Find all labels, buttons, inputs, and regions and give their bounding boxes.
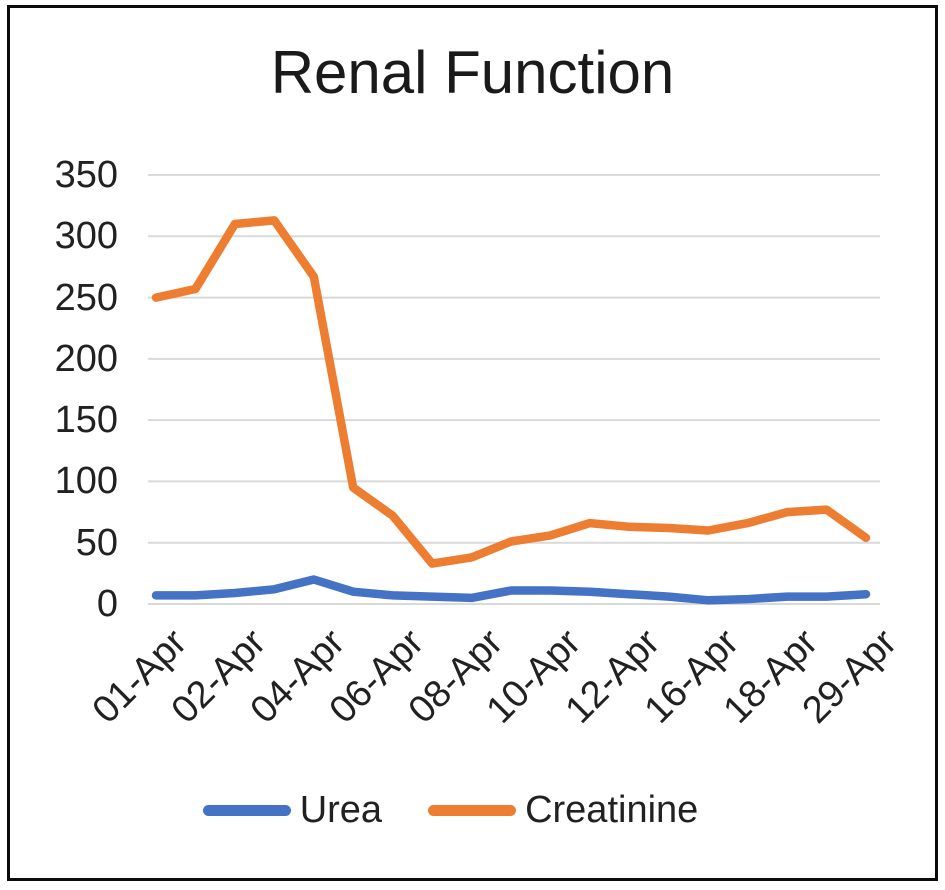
- chart-title: Renal Function: [270, 39, 675, 106]
- urea-series-swatch: [202, 804, 291, 816]
- legend-item-urea: Urea: [202, 788, 383, 832]
- y-axis-tick-label: 250: [54, 276, 118, 319]
- plot-area: [148, 174, 880, 605]
- legend: Urea Creatinine: [0, 788, 923, 832]
- y-axis-tick-label: 0: [96, 583, 118, 625]
- y-axis-tick-label: 100: [54, 460, 118, 503]
- urea-legend-label: Urea: [299, 789, 383, 831]
- y-axis-tick-label: 50: [75, 521, 118, 564]
- y-axis-tick-label: 150: [54, 399, 118, 442]
- legend-item-creatinine: Creatinine: [428, 788, 698, 832]
- creatinine-legend-label: Creatinine: [525, 789, 699, 831]
- chart-frame: [7, 5, 938, 881]
- creatinine-line-series: [151, 216, 871, 568]
- urea-line-series: [151, 575, 871, 605]
- y-axis-tick-label: 200: [54, 337, 118, 380]
- creatinine-series-swatch: [428, 804, 517, 816]
- y-axis-tick-label: 350: [54, 154, 118, 196]
- y-axis-tick-label: 300: [54, 215, 118, 258]
